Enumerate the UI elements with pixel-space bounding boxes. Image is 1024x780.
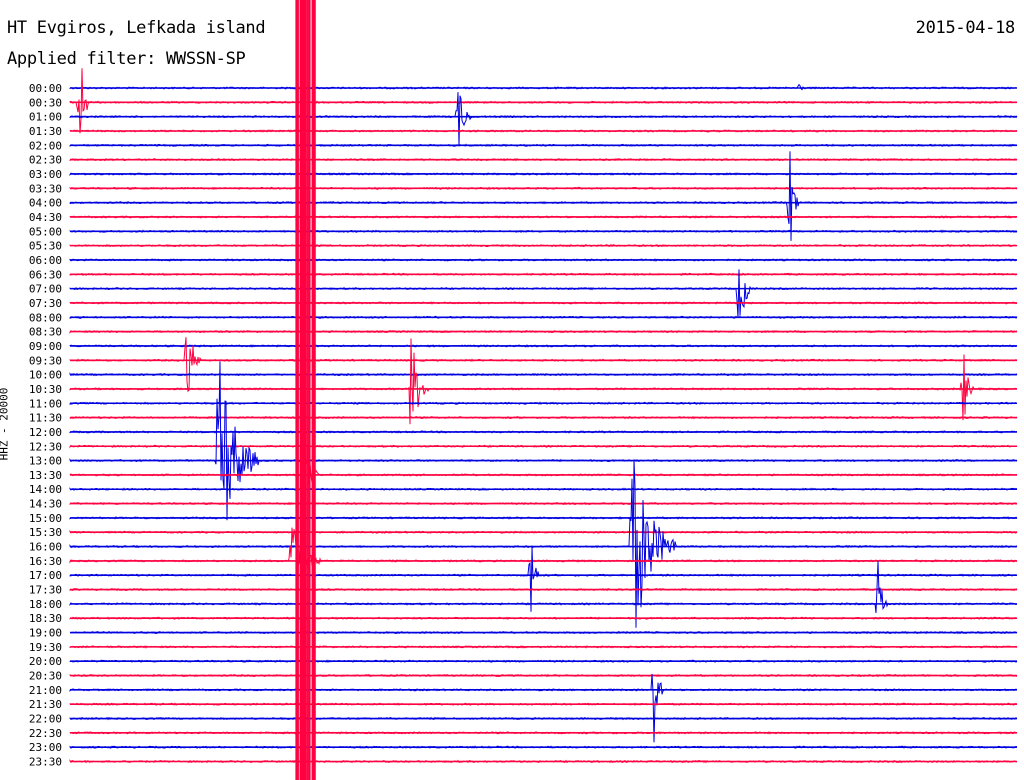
trace-0030 [69,68,1018,134]
trace-0100 [69,92,1018,147]
tick-label: 08:30 [29,326,62,339]
tick-label: 06:30 [29,268,62,281]
trace-1600 [69,459,1018,628]
tick-label: 21:30 [29,698,62,711]
tick-label: 15:30 [29,526,62,539]
tick-label: 10:00 [29,369,62,382]
trace-0000 [69,83,1018,91]
tick-label: 01:00 [29,111,62,124]
trace-1700 [69,546,1018,612]
tick-label: 02:30 [29,154,62,167]
tick-label: 18:00 [29,598,62,611]
saturated-event-band [295,0,316,780]
tick-label: 14:00 [29,483,62,496]
trace-1030 [69,338,1018,425]
tick-label: 04:00 [29,197,62,210]
tick-label: 12:00 [29,426,62,439]
tick-label: 11:00 [29,397,62,410]
tick-label: 03:30 [29,182,62,195]
tick-label: 19:00 [29,627,62,640]
chart-date: 2015-04-18 [915,18,1016,38]
tick-label: 07:30 [29,297,62,310]
tick-label: 04:30 [29,211,62,224]
tick-label: 13:30 [29,469,62,482]
tick-label: 19:30 [29,641,62,654]
trace-1800 [69,561,1018,613]
tick-label: 00:00 [29,82,62,95]
filter-label: Applied filter: WWSSN-SP [7,49,246,69]
tick-label: 01:30 [29,125,62,138]
tick-label: 23:00 [29,741,62,754]
tick-label: 14:30 [29,498,62,511]
tick-label: 15:00 [29,512,62,525]
tick-label: 03:00 [29,168,62,181]
tick-label: 06:00 [29,254,62,267]
tick-label: 02:00 [29,139,62,152]
trace-lines [69,0,1018,780]
tick-label: 07:00 [29,283,62,296]
tick-label: 08:00 [29,311,62,324]
tick-label: 09:30 [29,354,62,367]
tick-label: 00:30 [29,96,62,109]
tick-label: 11:30 [29,412,62,425]
tick-label: 22:00 [29,713,62,726]
tick-label: 17:00 [29,569,62,582]
chart-title: HT Evgiros, Lefkada island [7,18,266,38]
tick-label: 05:00 [29,225,62,238]
trace-0400 [69,151,1018,241]
tick-label: 10:30 [29,383,62,396]
tick-label: 05:30 [29,240,62,253]
trace-1330 [69,445,1018,485]
tick-label: 23:30 [29,756,62,769]
tick-label: 16:30 [29,555,62,568]
tick-label: 13:00 [29,455,62,468]
tick-label: 12:30 [29,440,62,453]
trace-1630 [69,527,1018,573]
tick-label: 20:30 [29,670,62,683]
tick-label: 21:00 [29,684,62,697]
trace-0700 [69,269,1018,318]
tick-label: 16:00 [29,541,62,554]
trace-1300 [69,361,1018,521]
tick-label: 22:30 [29,727,62,740]
tick-label: 17:30 [29,584,62,597]
tick-label: 20:00 [29,655,62,668]
tick-label: 09:00 [29,340,62,353]
tick-label: 18:30 [29,612,62,625]
